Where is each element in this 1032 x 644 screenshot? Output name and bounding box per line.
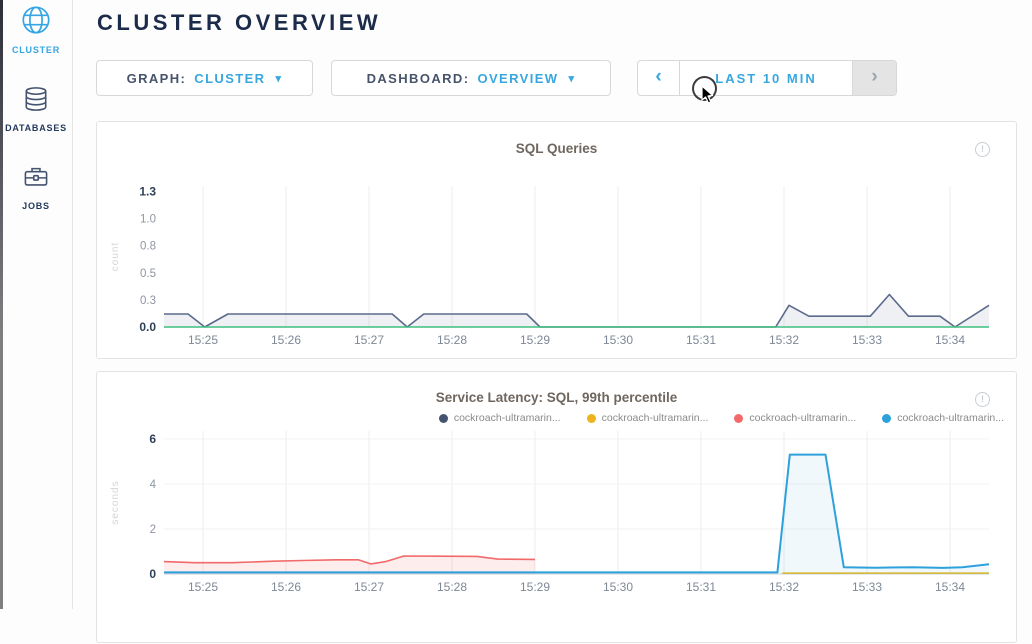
svg-text:15:30: 15:30 xyxy=(603,580,633,594)
svg-text:15:29: 15:29 xyxy=(520,580,550,594)
svg-text:15:27: 15:27 xyxy=(354,333,384,347)
svg-text:0.8: 0.8 xyxy=(140,241,156,253)
svg-text:15:25: 15:25 xyxy=(188,333,218,347)
svg-text:15:33: 15:33 xyxy=(852,580,882,594)
time-next-button[interactable]: › xyxy=(852,61,896,95)
svg-text:2: 2 xyxy=(150,524,156,536)
sidebar-item-jobs[interactable]: JOBS xyxy=(0,162,72,211)
svg-text:15:33: 15:33 xyxy=(852,333,882,347)
globe-icon xyxy=(20,6,52,40)
sidebar-item-label: CLUSTER xyxy=(11,45,61,55)
info-icon[interactable]: ! xyxy=(975,392,990,407)
svg-text:0: 0 xyxy=(149,567,156,581)
svg-text:15:32: 15:32 xyxy=(769,333,799,347)
svg-text:seconds: seconds xyxy=(110,480,121,524)
graph-dropdown-value: CLUSTER xyxy=(194,70,266,86)
info-icon[interactable]: ! xyxy=(975,142,990,157)
dashboard-dropdown-value: OVERVIEW xyxy=(477,70,559,86)
chevron-left-icon: ‹ xyxy=(655,65,662,87)
time-range-selector: ‹ LAST 10 MIN › xyxy=(637,60,897,96)
svg-text:4: 4 xyxy=(150,479,157,491)
dashboard-dropdown[interactable]: DASHBOARD: OVERVIEW ▾ xyxy=(331,60,611,96)
svg-text:15:31: 15:31 xyxy=(686,333,716,347)
svg-text:15:30: 15:30 xyxy=(603,333,633,347)
briefcase-icon xyxy=(21,167,51,196)
window-edge xyxy=(0,0,3,609)
time-prev-button[interactable]: ‹ xyxy=(638,61,680,95)
sidebar: CLUSTER DATABASES JOBS xyxy=(0,0,73,609)
service-latency-card: Service Latency: SQL, 99th percentile ! … xyxy=(96,371,1017,643)
sidebar-item-label: JOBS xyxy=(22,201,50,211)
svg-text:0.0: 0.0 xyxy=(139,320,156,334)
svg-text:0.3: 0.3 xyxy=(140,295,156,307)
svg-text:15:26: 15:26 xyxy=(271,580,301,594)
svg-text:15:34: 15:34 xyxy=(935,333,965,347)
chart-title: SQL Queries xyxy=(515,141,598,156)
svg-text:15:28: 15:28 xyxy=(437,580,467,594)
latency-legend: cockroach-ultramarin... cockroach-ultrama… xyxy=(97,410,1004,426)
graph-dropdown-label: GRAPH: xyxy=(126,70,187,86)
graph-dropdown[interactable]: GRAPH: CLUSTER ▾ xyxy=(96,60,313,96)
svg-text:15:28: 15:28 xyxy=(437,333,467,347)
legend-item: cockroach-ultramarin... xyxy=(882,412,1004,424)
svg-text:6: 6 xyxy=(149,432,156,446)
svg-text:15:31: 15:31 xyxy=(686,580,716,594)
time-range-button[interactable]: LAST 10 MIN xyxy=(680,61,852,95)
legend-item: cockroach-ultramarin... xyxy=(438,412,561,424)
svg-text:1.0: 1.0 xyxy=(140,214,156,226)
chevron-down-icon: ▾ xyxy=(275,72,283,85)
sql-queries-chart[interactable]: 0.0 0.3 0.5 0.8 1.0 1.3 15:25 15:26 15:27 15:28 15… xyxy=(97,122,1016,358)
sidebar-item-databases[interactable]: DATABASES xyxy=(0,84,72,133)
page-title: CLUSTER OVERVIEW xyxy=(97,10,382,35)
svg-text:15:34: 15:34 xyxy=(935,580,965,594)
legend-item: cockroach-ultramarin... xyxy=(586,412,708,424)
sidebar-item-cluster[interactable]: CLUSTER xyxy=(0,4,72,55)
legend-item: cockroach-ultramarin... xyxy=(734,412,856,424)
svg-text:1.3: 1.3 xyxy=(139,184,156,198)
chevron-down-icon: ▾ xyxy=(568,72,576,85)
sidebar-item-label: DATABASES xyxy=(5,123,67,133)
sql-queries-card: SQL Queries ! 0.0 0.3 0.5 0.8 1.0 1.3 15:25 15:… xyxy=(96,121,1017,359)
svg-text:15:27: 15:27 xyxy=(354,580,384,594)
svg-text:15:25: 15:25 xyxy=(188,580,218,594)
svg-text:15:29: 15:29 xyxy=(520,333,550,347)
databases-icon xyxy=(21,87,51,118)
svg-text:15:32: 15:32 xyxy=(769,580,799,594)
dashboard-dropdown-label: DASHBOARD: xyxy=(366,70,470,86)
svg-text:15:26: 15:26 xyxy=(271,333,301,347)
svg-text:count: count xyxy=(110,242,121,271)
time-range-label: LAST 10 MIN xyxy=(715,70,817,86)
mouse-cursor-icon xyxy=(701,85,716,109)
latency-chart[interactable]: 0 2 4 6 15:25 15:26 15:27 15:28 15:29 15:30 15:31 1… xyxy=(97,372,1016,642)
chevron-right-icon: › xyxy=(871,65,878,87)
svg-text:0.5: 0.5 xyxy=(140,268,156,280)
chart-title: Service Latency: SQL, 99th percentile xyxy=(435,390,678,405)
